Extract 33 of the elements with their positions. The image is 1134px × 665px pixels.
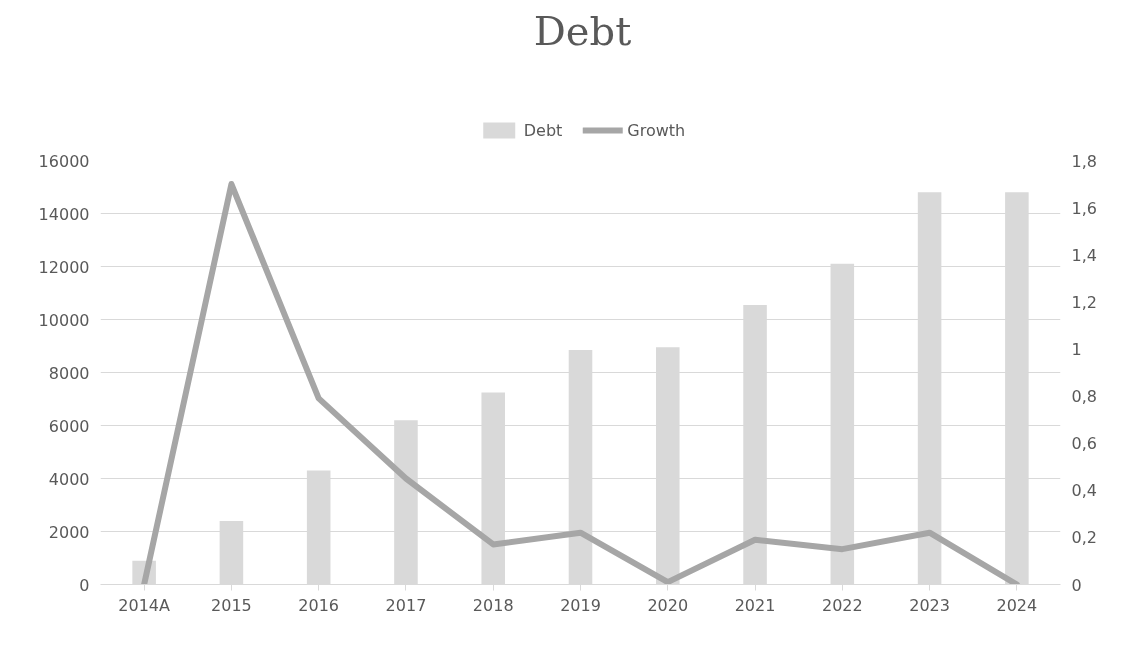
- legend-label: Debt: [523, 120, 563, 140]
- y-tick-label: 2000: [48, 522, 90, 542]
- y-tick-label: 6000: [48, 416, 90, 436]
- y2-tick-label: 0,2: [1071, 528, 1097, 548]
- y2-tick-label: 1,2: [1071, 292, 1097, 312]
- y2-tick-label: 0: [1071, 575, 1082, 595]
- chart-title: Debt: [533, 7, 632, 54]
- x-tick-label: 2017: [385, 595, 427, 615]
- y-tick-label: 14000: [38, 204, 90, 224]
- y-tick-label: 12000: [38, 257, 90, 277]
- x-tick-label: 2014A: [118, 595, 171, 615]
- y-tick-label: 0: [79, 575, 90, 595]
- y-tick-label: 16000: [38, 151, 90, 171]
- y-tick-label: 8000: [48, 363, 90, 383]
- x-tick-label: 2022: [821, 595, 863, 615]
- legend-label: Growth: [627, 120, 686, 140]
- x-tick-label: 2021: [734, 595, 776, 615]
- x-tick-label: 2024: [996, 595, 1038, 615]
- y2-tick-label: 0,8: [1071, 387, 1097, 407]
- y2-tick-label: 1,6: [1071, 198, 1097, 218]
- x-tick-label: 2023: [909, 595, 950, 615]
- x-tick-label: 2018: [472, 595, 514, 615]
- y2-tick-label: 1,4: [1071, 245, 1097, 265]
- x-tick-label: 2016: [298, 595, 340, 615]
- y2-tick-label: 0,6: [1071, 434, 1097, 454]
- x-tick-label: 2020: [647, 595, 689, 615]
- x-tick-label: 2015: [211, 595, 252, 615]
- x-tick-label: 2019: [560, 595, 601, 615]
- y2-tick-label: 1,8: [1071, 151, 1097, 171]
- y-tick-label: 4000: [48, 469, 90, 489]
- y-tick-label: 10000: [38, 310, 90, 330]
- y2-tick-label: 0,4: [1071, 481, 1097, 501]
- y2-tick-label: 1: [1071, 339, 1082, 359]
